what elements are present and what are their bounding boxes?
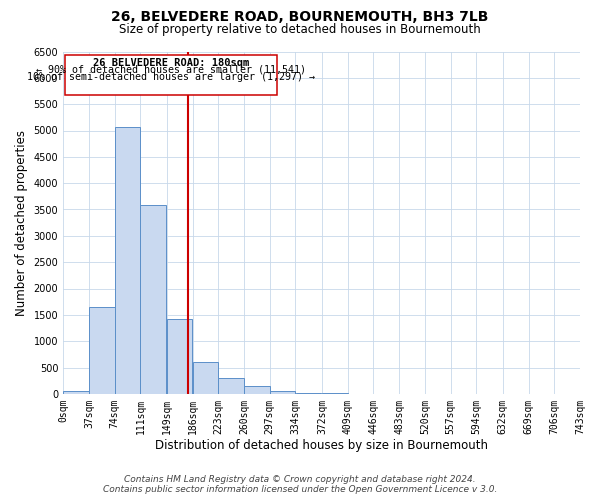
Bar — [218, 378, 244, 394]
Bar — [193, 362, 218, 394]
Bar — [296, 393, 321, 394]
Text: Size of property relative to detached houses in Bournemouth: Size of property relative to detached ho… — [119, 22, 481, 36]
Text: Contains HM Land Registry data © Crown copyright and database right 2024.
Contai: Contains HM Land Registry data © Crown c… — [103, 474, 497, 494]
Bar — [167, 318, 193, 394]
Y-axis label: Number of detached properties: Number of detached properties — [15, 130, 28, 316]
Bar — [140, 205, 166, 394]
Bar — [65, 54, 277, 94]
Bar — [89, 307, 115, 394]
Bar — [63, 391, 89, 394]
Text: ← 90% of detached houses are smaller (11,541): ← 90% of detached houses are smaller (11… — [35, 64, 305, 74]
X-axis label: Distribution of detached houses by size in Bournemouth: Distribution of detached houses by size … — [155, 440, 488, 452]
Bar — [244, 386, 269, 394]
Bar — [115, 127, 140, 394]
Text: 10% of semi-detached houses are larger (1,297) →: 10% of semi-detached houses are larger (… — [26, 72, 314, 82]
Text: 26 BELVEDERE ROAD: 180sqm: 26 BELVEDERE ROAD: 180sqm — [92, 58, 249, 68]
Bar — [270, 390, 295, 394]
Text: 26, BELVEDERE ROAD, BOURNEMOUTH, BH3 7LB: 26, BELVEDERE ROAD, BOURNEMOUTH, BH3 7LB — [112, 10, 488, 24]
